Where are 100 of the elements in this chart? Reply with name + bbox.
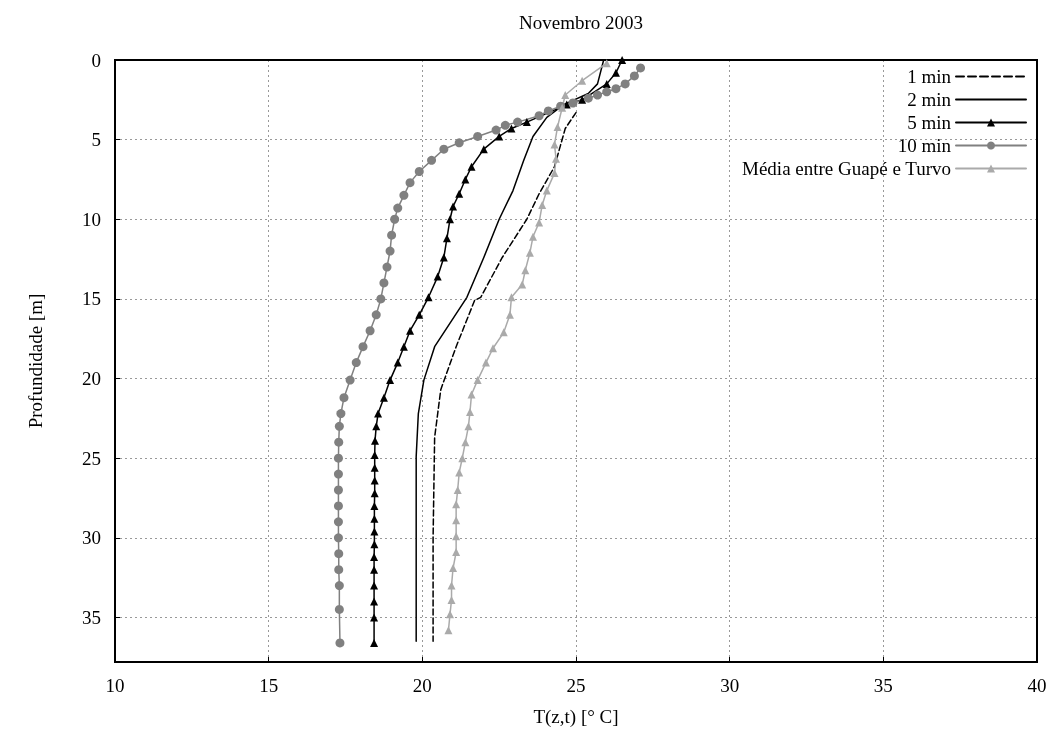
point xyxy=(365,326,375,336)
point xyxy=(444,626,453,635)
point xyxy=(345,375,355,385)
point xyxy=(414,166,424,176)
point xyxy=(618,56,627,64)
point xyxy=(405,178,415,188)
point xyxy=(334,421,344,431)
point xyxy=(464,422,473,431)
point xyxy=(534,111,544,121)
point xyxy=(370,565,379,574)
point xyxy=(578,95,587,104)
point xyxy=(550,140,559,149)
x-axis-title: T(z,t) [° C] xyxy=(533,706,619,728)
y-tick-label: 0 xyxy=(91,49,101,71)
point xyxy=(333,517,343,527)
point xyxy=(449,202,458,211)
point xyxy=(578,76,587,85)
point xyxy=(415,310,424,319)
point xyxy=(370,581,379,590)
point xyxy=(335,638,345,648)
point xyxy=(427,155,437,165)
point xyxy=(379,393,388,402)
legend-label: Média entre Guapé e Turvo xyxy=(742,158,951,179)
point xyxy=(505,310,514,319)
point xyxy=(387,230,397,240)
point xyxy=(370,638,379,647)
point xyxy=(552,154,561,163)
point xyxy=(453,486,462,494)
point xyxy=(351,358,361,368)
chart-title: Novembro 2003 xyxy=(518,12,644,33)
point xyxy=(489,344,498,353)
point xyxy=(602,87,612,97)
y-tick-label: 30 xyxy=(82,527,101,549)
point xyxy=(390,214,400,224)
point xyxy=(376,294,386,304)
point xyxy=(334,437,344,447)
point xyxy=(513,117,523,127)
point xyxy=(336,409,346,419)
point xyxy=(620,79,630,89)
point xyxy=(393,358,402,367)
y-tick-label: 25 xyxy=(82,447,101,469)
point xyxy=(452,532,461,541)
x-tick-label: 20 xyxy=(412,675,432,696)
point xyxy=(333,501,343,511)
point xyxy=(393,203,403,213)
point xyxy=(593,90,603,100)
point xyxy=(568,98,578,108)
point xyxy=(339,393,349,403)
y-tick-label: 10 xyxy=(82,208,101,230)
x-tick-label: 10 xyxy=(105,675,125,696)
point xyxy=(636,63,646,73)
y-tick-label: 35 xyxy=(82,606,101,628)
point xyxy=(386,376,395,385)
point xyxy=(334,549,344,559)
point xyxy=(371,310,381,320)
point xyxy=(518,280,527,289)
point xyxy=(528,232,537,241)
point xyxy=(522,118,531,127)
point xyxy=(333,453,343,463)
point xyxy=(370,540,379,549)
point xyxy=(602,79,611,88)
legend-label: 5 min xyxy=(907,112,952,133)
point xyxy=(399,342,408,351)
point xyxy=(583,93,593,103)
point xyxy=(449,564,458,573)
y-axis-title: Profundidade [m] xyxy=(25,293,46,429)
point xyxy=(334,604,344,614)
legend-label: 2 min xyxy=(907,89,952,110)
point xyxy=(445,610,454,619)
point xyxy=(542,186,551,195)
point xyxy=(611,68,620,77)
point xyxy=(379,278,389,288)
line-series xyxy=(432,111,577,643)
point xyxy=(333,485,343,495)
point xyxy=(334,581,344,591)
point xyxy=(455,189,464,198)
point xyxy=(629,71,639,81)
point xyxy=(507,293,516,302)
point xyxy=(611,84,621,94)
point xyxy=(473,131,483,141)
y-tick-label: 15 xyxy=(82,288,101,310)
point xyxy=(454,138,464,148)
y-tick-label: 5 xyxy=(91,129,101,151)
point xyxy=(370,463,379,472)
point xyxy=(385,246,395,256)
x-tick-label: 25 xyxy=(566,675,586,696)
legend-label: 1 min xyxy=(907,66,952,87)
point xyxy=(461,438,470,447)
point xyxy=(333,533,343,543)
point xyxy=(500,120,510,130)
legend-label: 10 min xyxy=(897,135,952,156)
point xyxy=(553,122,562,131)
point xyxy=(452,548,461,557)
point xyxy=(467,390,476,399)
x-tick-label: 40 xyxy=(1027,675,1047,696)
point xyxy=(481,358,490,367)
point xyxy=(445,215,454,224)
point xyxy=(333,469,343,479)
point xyxy=(465,407,474,416)
point xyxy=(358,342,368,352)
